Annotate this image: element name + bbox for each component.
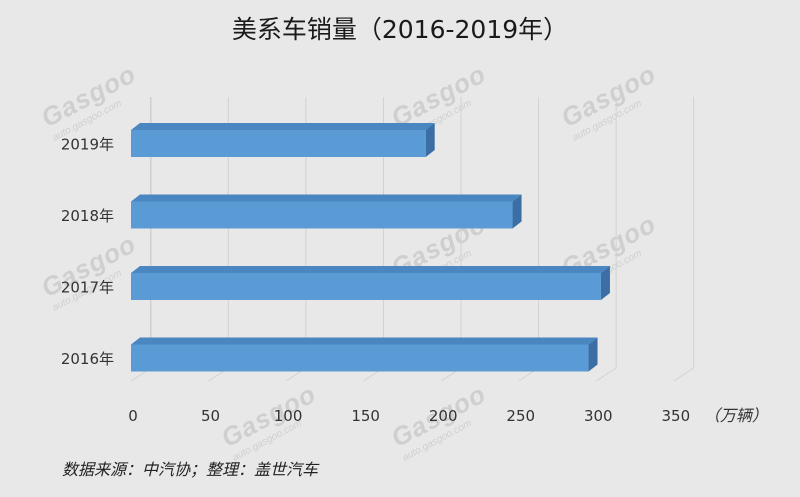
x-tick-label: 0 — [128, 407, 138, 425]
bar-side — [588, 337, 598, 372]
category-label: 2016年 — [61, 350, 114, 368]
bar-side — [425, 123, 435, 157]
gridline — [673, 367, 694, 382]
bar — [131, 201, 513, 229]
x-tick-label: 200 — [429, 407, 458, 425]
source-note: 数据来源：中汽协；整理：盖世汽车 — [62, 460, 319, 479]
bar-side — [600, 266, 610, 300]
category-label: 2019年 — [61, 136, 114, 154]
x-tick-label: 300 — [584, 407, 613, 425]
x-tick-label: 250 — [506, 407, 535, 425]
bar-top — [131, 123, 435, 130]
bar-top — [131, 337, 598, 345]
gridline — [596, 367, 617, 382]
x-tick-label: 350 — [662, 407, 691, 425]
x-unit-label: （万辆） — [704, 406, 768, 425]
category-label: 2018年 — [61, 207, 114, 225]
bar-top — [131, 266, 610, 273]
bar — [131, 130, 426, 157]
bar — [131, 273, 601, 300]
x-tick-label: 100 — [274, 407, 303, 425]
x-tick-label: 150 — [351, 407, 380, 425]
chart-title: 美系车销量（2016-2019年） — [231, 15, 569, 44]
bar-side — [512, 194, 522, 229]
x-tick-label: 50 — [201, 407, 220, 425]
category-label: 2017年 — [61, 279, 114, 297]
bar-top — [131, 194, 522, 202]
bar — [131, 344, 589, 372]
